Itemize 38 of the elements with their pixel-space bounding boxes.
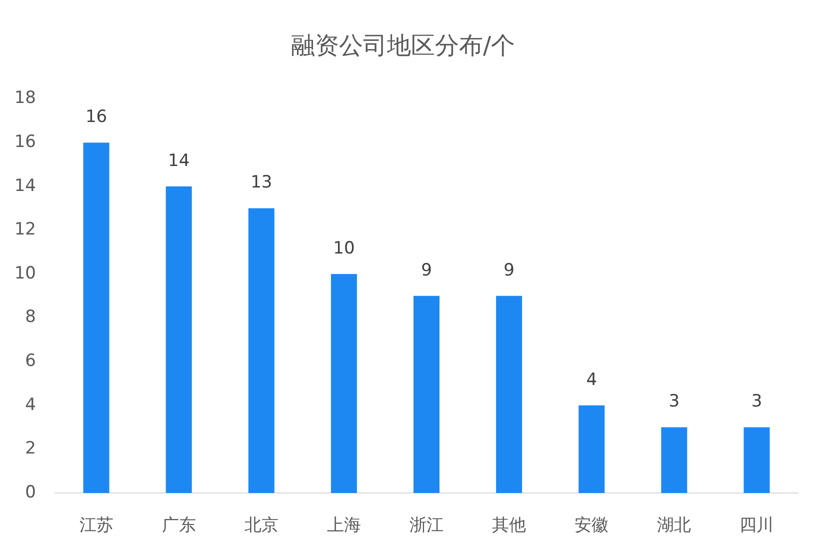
bar xyxy=(496,296,522,493)
bar xyxy=(248,208,274,493)
y-tick-label: 10 xyxy=(14,263,36,284)
data-label: 16 xyxy=(85,107,108,128)
bar xyxy=(661,427,688,493)
x-tick-label: 其他 xyxy=(492,516,526,536)
bar xyxy=(83,142,110,493)
bar xyxy=(414,296,440,493)
x-tick-label: 安徽 xyxy=(574,516,609,536)
data-label: 10 xyxy=(333,238,355,258)
x-tick-label: 广东 xyxy=(162,516,196,536)
x-tick-label: 北京 xyxy=(244,516,278,536)
data-label: 3 xyxy=(751,392,762,412)
y-tick-label: 18 xyxy=(14,88,36,108)
y-tick-label: 2 xyxy=(25,438,36,459)
data-label: 4 xyxy=(586,370,598,390)
data-label: 13 xyxy=(250,172,272,193)
x-tick-label: 四川 xyxy=(740,516,774,536)
data-label: 9 xyxy=(504,260,514,280)
data-label: 9 xyxy=(421,260,432,280)
y-tick-label: 0 xyxy=(25,482,36,502)
x-tick-label: 湖北 xyxy=(657,516,692,536)
x-tick-label: 江苏 xyxy=(79,516,114,536)
x-tick-label: 浙江 xyxy=(410,516,444,536)
data-label: 14 xyxy=(168,150,190,171)
y-tick-label: 16 xyxy=(14,132,36,152)
data-label: 3 xyxy=(668,392,680,412)
x-tick-label: 上海 xyxy=(326,516,361,536)
bar xyxy=(578,405,605,493)
chart-title: 融资公司地区分布/个 xyxy=(290,32,516,60)
y-tick-label: 14 xyxy=(14,176,36,196)
bar xyxy=(166,186,192,493)
y-tick-label: 6 xyxy=(25,351,36,372)
bar xyxy=(744,427,770,493)
bar xyxy=(330,274,357,493)
y-tick-label: 8 xyxy=(25,307,36,328)
y-tick-label: 12 xyxy=(14,220,36,240)
y-tick-label: 4 xyxy=(25,394,36,415)
